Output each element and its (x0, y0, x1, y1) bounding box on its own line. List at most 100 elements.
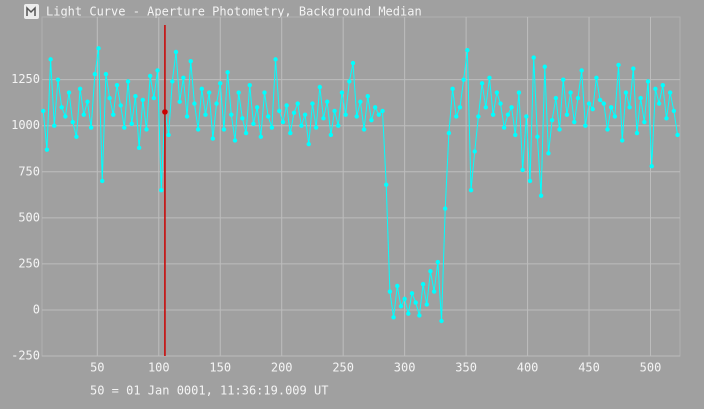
data-point (151, 95, 157, 101)
data-point (505, 112, 511, 117)
data-point (74, 134, 79, 139)
data-point (321, 116, 326, 121)
data-point (240, 116, 245, 121)
x-tick-label: 250 (332, 361, 354, 375)
data-point (258, 134, 264, 139)
data-point (616, 62, 621, 68)
data-point (395, 283, 400, 289)
data-point (77, 86, 83, 92)
data-point (645, 79, 651, 84)
data-point (417, 313, 422, 318)
data-point (328, 132, 334, 138)
data-point (114, 82, 120, 88)
data-point (184, 114, 190, 119)
data-point (144, 127, 149, 132)
data-point (476, 114, 481, 119)
x-tick-label: 200 (271, 361, 293, 375)
data-point (96, 46, 101, 51)
data-point (192, 101, 197, 106)
data-point (295, 101, 300, 106)
data-point (601, 101, 606, 106)
data-point (431, 289, 437, 294)
data-point (490, 112, 496, 117)
data-point (667, 90, 673, 95)
data-point (372, 105, 378, 110)
data-point (214, 101, 219, 106)
data-point (457, 105, 463, 110)
data-point (354, 114, 359, 119)
data-point (428, 269, 433, 274)
data-point (195, 127, 201, 132)
data-point (465, 47, 470, 53)
data-point (317, 84, 323, 90)
data-point (81, 112, 86, 117)
y-tick-label: 1000 (11, 118, 40, 132)
data-point (122, 125, 127, 130)
data-point (188, 59, 193, 64)
data-point (631, 66, 636, 71)
data-point (229, 112, 234, 117)
data-point (572, 119, 577, 125)
data-point (561, 77, 566, 82)
x-tick-label: 400 (517, 361, 539, 375)
x-tick-label: 100 (148, 361, 170, 375)
data-point (369, 117, 374, 123)
data-point (675, 132, 680, 138)
data-point (247, 82, 252, 88)
data-point (136, 145, 142, 151)
data-point (623, 90, 629, 95)
data-point (579, 68, 584, 73)
data-point (435, 259, 441, 265)
data-point (203, 112, 208, 117)
data-point (498, 101, 503, 106)
data-point (280, 119, 286, 125)
data-point (653, 86, 658, 92)
data-point (159, 187, 164, 193)
data-point (313, 125, 319, 130)
data-point (111, 112, 116, 117)
y-tick-label: 0 (33, 302, 40, 316)
data-point (557, 127, 562, 132)
data-point (166, 132, 171, 138)
data-point (288, 130, 293, 136)
data-point (634, 130, 640, 136)
data-point (232, 138, 238, 143)
data-point (254, 105, 260, 110)
data-point (627, 105, 632, 110)
data-point (181, 75, 186, 80)
data-point (306, 141, 311, 147)
data-point (384, 182, 389, 187)
data-point (638, 95, 643, 101)
data-point (406, 311, 411, 316)
data-point (553, 95, 559, 101)
data-point (147, 73, 153, 79)
data-point (597, 97, 603, 103)
icon-glyph (26, 6, 36, 16)
footer-text: 50 = 01 Jan 0001, 11:36:19.009 UT (90, 384, 328, 398)
data-point (291, 110, 297, 116)
data-point (446, 130, 452, 136)
data-point (649, 164, 654, 169)
data-point (586, 101, 592, 106)
data-point (339, 90, 345, 95)
data-point (527, 178, 533, 184)
data-point (324, 99, 330, 104)
data-point (170, 79, 175, 84)
data-point (118, 103, 123, 108)
data-point (63, 114, 68, 119)
y-tick-label: 1250 (11, 72, 40, 86)
data-point (236, 90, 241, 95)
data-point (140, 97, 146, 103)
data-point (70, 119, 75, 125)
data-point (524, 114, 529, 119)
data-point (210, 136, 216, 141)
x-tick-label: 50 (90, 361, 104, 375)
data-point (409, 291, 415, 296)
data-point (398, 304, 404, 309)
x-tick-label: 450 (578, 361, 600, 375)
data-point (380, 108, 385, 114)
x-tick-label: 350 (455, 361, 477, 375)
data-point (85, 99, 90, 104)
data-point (133, 94, 138, 99)
data-point (299, 123, 304, 128)
